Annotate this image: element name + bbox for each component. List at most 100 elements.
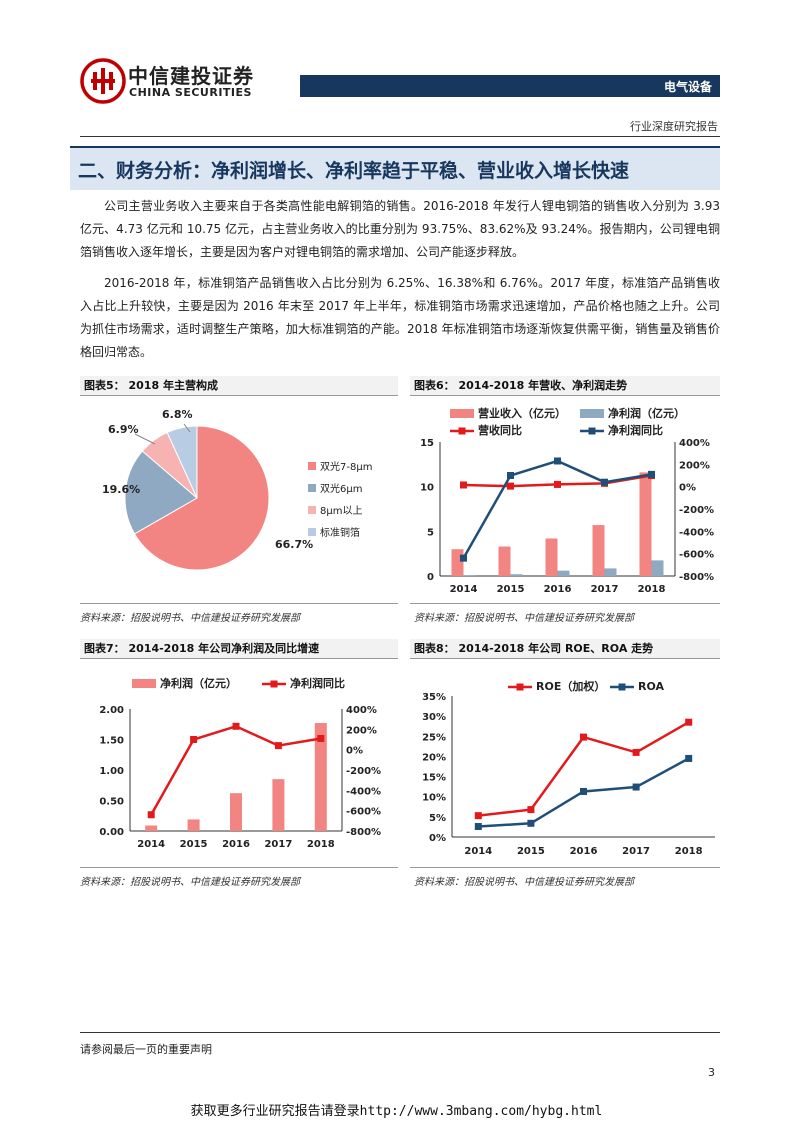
legend-marker-0: [516, 683, 524, 691]
x-tick-label: 2016: [570, 846, 598, 857]
legend-swatch-1: [308, 484, 316, 492]
y-tick-label: 10: [420, 483, 434, 494]
legend-swatch-3: [308, 528, 316, 536]
line-point-0-2: [580, 733, 587, 741]
y2-tick-label: -400%: [346, 786, 381, 797]
bar-0-1: [498, 546, 511, 576]
fig6-header: 图表6： 2014-2018 年营收、净利润走势: [410, 376, 720, 396]
bar-0-4: [314, 723, 327, 831]
legend-swatch-0: [450, 409, 474, 418]
legend-swatch-0: [132, 679, 156, 688]
y-tick-label: 5%: [429, 813, 446, 824]
x-tick-label: 2018: [675, 846, 703, 857]
legend-label-0: 营业收入（亿元）: [478, 406, 566, 420]
bar-1-0: [463, 575, 476, 576]
pie-value-label-3: 6.8%: [162, 408, 193, 421]
y-tick-label: 20%: [422, 752, 446, 763]
legend-label-0: 净利润（亿元）: [160, 676, 237, 690]
fig6-combo-chart: 0 5 10 15 -800% -600% -400% -200% 0% 200% 400% 2014…: [420, 406, 714, 595]
sector-label: 电气设备: [663, 80, 712, 94]
y2-tick-label: -800%: [346, 827, 381, 838]
logo-text-cn: 中信建投证券: [128, 64, 254, 88]
pie-leader-line-3: [183, 423, 191, 433]
legend-label-1: ROA: [638, 680, 665, 693]
fig5-title: 2018 年主营构成: [128, 379, 218, 392]
y2-tick-label: 0%: [679, 483, 696, 494]
bar-0-1: [187, 819, 200, 831]
x-tick-label: 2017: [264, 839, 292, 850]
y-tick-label: 0.00: [99, 827, 124, 838]
pie-value-label-0: 66.7%: [275, 538, 313, 551]
legend-marker-1: [618, 683, 626, 691]
y2-tick-label: -600%: [346, 807, 381, 818]
x-tick-label: 2015: [180, 839, 208, 850]
y-tick-label: 5: [427, 527, 434, 538]
header-divider: [80, 136, 720, 137]
promo-link[interactable]: 获取更多行业研究报告请登录http://www.3mbang.com/hybg.…: [190, 1104, 603, 1119]
bar-0-3: [592, 525, 605, 576]
fig6-source: 资料来源：招股说明书、中信建投证券研究发展部: [414, 613, 634, 624]
fig6-label: 图表6：: [414, 379, 455, 392]
pie-slice-0: [133, 425, 270, 571]
line-point-0-0: [147, 811, 155, 819]
fig5-source: 资料来源：招股说明书、中信建投证券研究发展部: [80, 613, 300, 624]
bar-0-2: [545, 538, 558, 576]
y2-tick-label: -400%: [679, 527, 714, 538]
legend-label-3: 标准铜箔: [320, 526, 360, 539]
fig6-title: 2014-2018 年营收、净利润走势: [458, 379, 628, 392]
x-tick-label: 2014: [464, 846, 492, 857]
fig7-source-divider: [80, 867, 398, 868]
bar-0-4: [639, 472, 652, 576]
pie-slice-1: [124, 450, 198, 535]
bar-0-0: [145, 825, 158, 831]
footer-disclaimer: 请参阅最后一页的重要声明: [80, 1043, 212, 1056]
bar-1-3: [604, 568, 617, 576]
x-tick-label: 2015: [517, 846, 545, 857]
line-point-1-3: [632, 783, 640, 791]
pie-value-label-2: 6.9%: [108, 423, 139, 436]
line-point-0-4: [317, 734, 325, 742]
legend-swatch-2: [308, 506, 316, 514]
line-point-0-0: [460, 481, 467, 489]
legend-label-0: ROE（加权）: [536, 679, 605, 693]
y2-tick-label: -800%: [679, 572, 714, 583]
legend-label-2: 8μm以上: [320, 505, 362, 517]
y2-tick-label: 200%: [346, 725, 377, 736]
logo-text-en: CHINA SECURITIES: [129, 86, 252, 99]
line-point-1-4: [648, 470, 655, 478]
y-tick-label: 1.50: [99, 736, 124, 747]
legend-label-1: 净利润（亿元）: [608, 406, 685, 420]
y2-tick-label: 400%: [679, 438, 710, 449]
y2-tick-label: 400%: [346, 705, 377, 716]
x-tick-label: 2016: [544, 584, 572, 595]
legend-label-1: 净利润同比: [290, 676, 345, 690]
line-point-1-1: [527, 819, 535, 827]
line-point-1-0: [460, 554, 467, 562]
bar-1-2: [557, 570, 570, 576]
line-point-0-3: [274, 742, 282, 750]
line-point-1-2: [554, 457, 561, 465]
line-point-1-1: [507, 472, 514, 479]
pie-leader-line-2: [134, 433, 156, 445]
fig8-source: 资料来源：招股说明书、中信建投证券研究发展部: [414, 877, 634, 888]
y2-tick-label: -600%: [679, 550, 714, 561]
legend-marker-3: [588, 427, 596, 435]
x-tick-label: 2014: [450, 584, 478, 595]
fig7-title: 2014-2018 年公司净利润及同比增速: [128, 642, 320, 655]
y-tick-label: 0.50: [99, 797, 124, 808]
fig8-line-chart: 0% 5% 10% 15% 20% 25% 30% 35% 2014 2015 2016 2017 20…: [422, 679, 715, 857]
bar-0-0: [451, 549, 464, 576]
x-tick-label: 2015: [497, 584, 525, 595]
bar-0-3: [272, 779, 285, 831]
line-point-0-2: [232, 722, 240, 730]
section-header: 二、财务分析：净利润增长、净利率趋于平稳、营业收入增长快速: [70, 146, 720, 190]
y-tick-label: 25%: [422, 732, 446, 743]
line-point-0-1: [507, 482, 514, 490]
y-tick-label: 30%: [422, 712, 446, 723]
x-tick-label: 2017: [591, 584, 619, 595]
x-tick-label: 2018: [638, 584, 666, 595]
legend-label-0: 双光7-8μm: [320, 460, 372, 473]
legend-label-2: 营收同比: [478, 423, 522, 437]
y2-tick-label: -200%: [679, 505, 714, 516]
